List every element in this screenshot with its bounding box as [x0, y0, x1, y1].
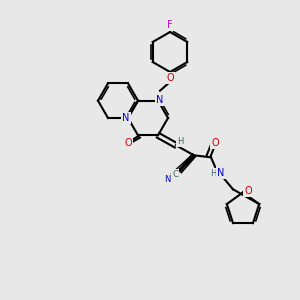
Text: O: O: [124, 138, 132, 148]
Text: N: N: [217, 168, 225, 178]
Text: O: O: [244, 186, 252, 196]
Text: H: H: [177, 137, 183, 146]
Text: H: H: [210, 169, 216, 178]
Text: N: N: [156, 95, 164, 105]
Text: C: C: [172, 170, 178, 179]
Text: N: N: [164, 175, 170, 184]
Text: O: O: [211, 138, 219, 148]
Text: N: N: [122, 113, 130, 123]
Text: O: O: [166, 73, 174, 83]
Text: F: F: [167, 20, 173, 30]
